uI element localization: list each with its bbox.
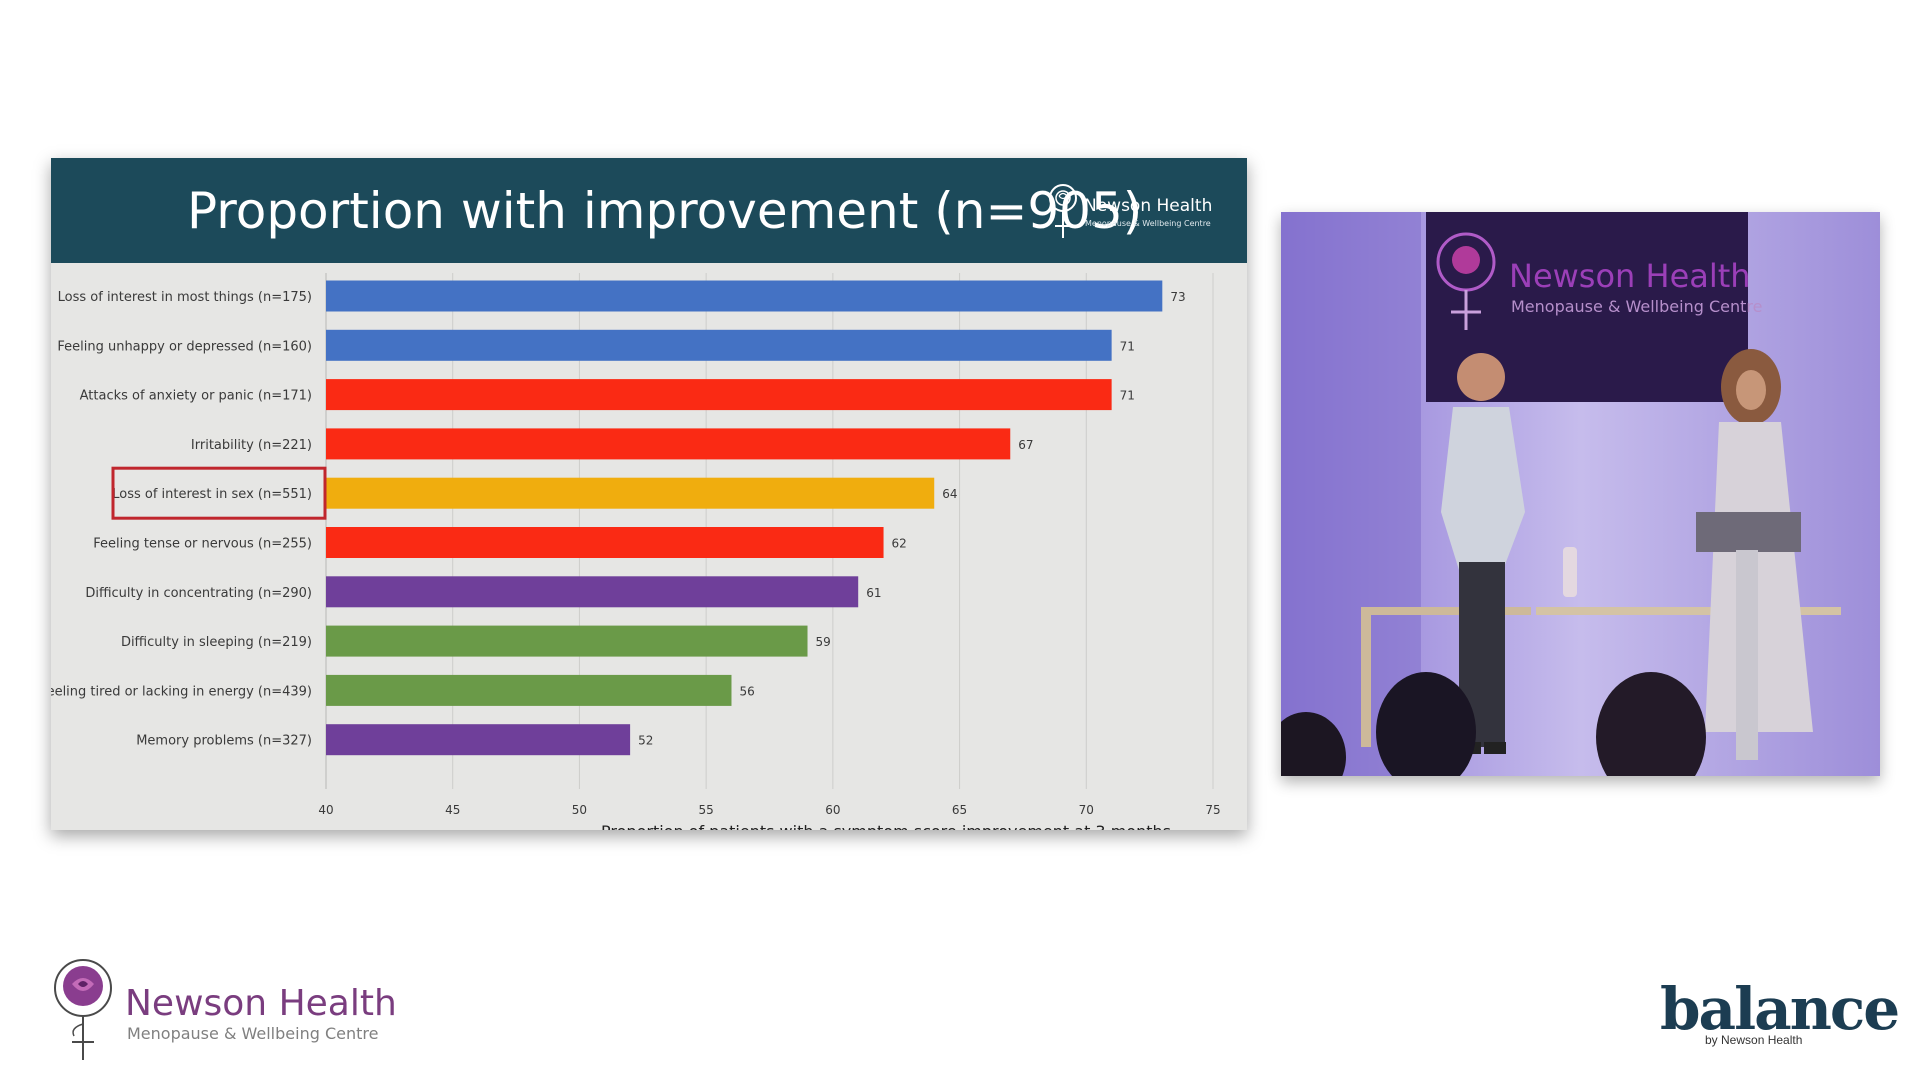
bar [326, 527, 884, 558]
category-label: Loss of interest in sex (n=551) [112, 487, 312, 502]
data-label: 56 [739, 684, 754, 698]
data-label: 59 [816, 635, 831, 649]
category-label: Difficulty in sleeping (n=219) [121, 635, 312, 650]
bar [326, 329, 1112, 361]
footer-brand-name: Newson Health [125, 983, 397, 1024]
x-tick-label: 55 [699, 803, 714, 817]
highlight-box [111, 466, 327, 520]
video-feed: Newson Health Menopause & Wellbeing Cent… [1281, 212, 1880, 776]
stage-video-image: Newson Health Menopause & Wellbeing Cent… [1281, 212, 1880, 776]
data-label: 71 [1120, 339, 1135, 353]
x-axis-title: Proportion of patients with a symptom sc… [601, 822, 1171, 830]
balance-logo: balance [1660, 975, 1900, 1043]
header-brand-name: Newson Health [1084, 196, 1213, 216]
newson-rose-logo-icon [54, 959, 112, 1060]
data-label: 64 [942, 487, 957, 501]
presenter-woman [1705, 349, 1813, 732]
data-label: 52 [638, 734, 653, 748]
banner-brand-text: Newson Health [1509, 257, 1751, 295]
category-label: Attacks of anxiety or panic (n=171) [80, 389, 312, 404]
x-tick-label: 75 [1205, 803, 1220, 817]
balance-logo-subtitle: by Newson Health [1705, 1033, 1803, 1047]
category-label: Loss of interest in most things (n=175) [58, 290, 312, 305]
bar [326, 280, 1163, 312]
bar [326, 379, 1112, 411]
x-tick-label: 40 [318, 803, 333, 817]
x-tick-label: 45 [445, 803, 460, 817]
data-label: 71 [1120, 389, 1135, 403]
category-label: Irritability (n=221) [191, 438, 312, 453]
footer-brand-subtitle: Menopause & Wellbeing Centre [127, 1024, 379, 1043]
data-label: 73 [1170, 290, 1185, 304]
category-label: Feeling tired or lacking in energy (n=43… [51, 684, 312, 699]
x-tick-label: 65 [952, 803, 967, 817]
bar [326, 724, 631, 756]
bar [326, 477, 935, 509]
category-label: Memory problems (n=327) [136, 734, 312, 749]
x-tick-label: 70 [1079, 803, 1094, 817]
banner-subtitle-text: Menopause & Wellbeing Centre [1511, 297, 1762, 316]
bar [326, 625, 808, 657]
slide-title: Proportion with improvement (n=905) [187, 182, 1143, 240]
data-label: 67 [1018, 438, 1033, 452]
x-tick-label: 50 [572, 803, 587, 817]
presenter-man [1441, 353, 1525, 754]
bar-chart: Loss of interest in most things (n=175) 7… [51, 273, 1221, 830]
category-label: Feeling tense or nervous (n=255) [93, 537, 312, 552]
header-brand-subtitle: Menopause & Wellbeing Centre [1085, 219, 1211, 228]
category-label: Difficulty in concentrating (n=290) [85, 586, 312, 601]
data-label: 61 [866, 586, 881, 600]
bar [326, 576, 859, 608]
presentation-slide: Proportion with improvement (n=905) News… [51, 158, 1247, 830]
bar [326, 674, 732, 706]
data-label: 62 [892, 537, 907, 551]
slide-header: Proportion with improvement (n=905) News… [51, 158, 1247, 263]
rose-logo-icon [1049, 184, 1077, 238]
bar [326, 428, 1011, 460]
category-label: Feeling unhappy or depressed (n=160) [57, 339, 312, 354]
x-tick-label: 60 [825, 803, 840, 817]
